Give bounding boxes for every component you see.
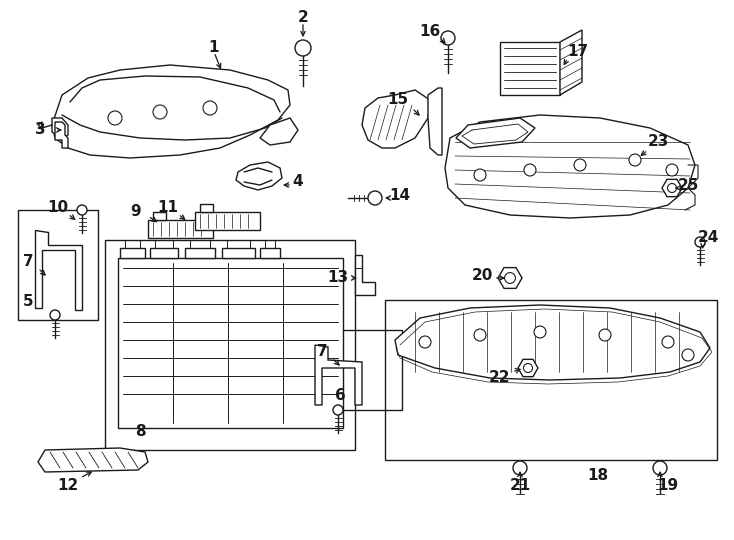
Bar (385, 300, 717, 460)
Text: 13: 13 (327, 271, 349, 286)
Circle shape (153, 105, 167, 119)
Circle shape (599, 329, 611, 341)
Circle shape (504, 273, 515, 284)
Polygon shape (500, 42, 560, 95)
Polygon shape (260, 248, 280, 258)
Text: 17: 17 (567, 44, 589, 59)
Text: 2: 2 (297, 10, 308, 25)
Polygon shape (395, 305, 710, 380)
Text: 6: 6 (335, 388, 346, 402)
Polygon shape (148, 220, 213, 238)
Polygon shape (153, 212, 166, 220)
Polygon shape (428, 88, 442, 155)
Circle shape (419, 336, 431, 348)
Polygon shape (200, 204, 213, 212)
Polygon shape (260, 118, 298, 145)
Text: 24: 24 (697, 231, 719, 246)
Polygon shape (362, 90, 430, 148)
Circle shape (50, 310, 60, 320)
Text: 8: 8 (134, 424, 145, 440)
Circle shape (203, 101, 217, 115)
Text: 11: 11 (158, 200, 178, 215)
Circle shape (368, 191, 382, 205)
Circle shape (77, 205, 87, 215)
Polygon shape (38, 448, 148, 472)
Text: 15: 15 (388, 92, 409, 107)
Circle shape (333, 405, 343, 415)
Circle shape (666, 164, 678, 176)
Polygon shape (518, 359, 538, 377)
Text: 18: 18 (587, 468, 608, 483)
Circle shape (474, 329, 486, 341)
Polygon shape (236, 162, 282, 190)
Text: 21: 21 (509, 477, 531, 492)
Polygon shape (560, 30, 582, 95)
Polygon shape (118, 258, 343, 428)
Circle shape (534, 326, 546, 338)
Circle shape (295, 40, 311, 56)
Polygon shape (355, 255, 375, 295)
Text: 9: 9 (131, 205, 142, 219)
Circle shape (629, 154, 641, 166)
Circle shape (667, 184, 677, 192)
Polygon shape (52, 65, 290, 158)
Text: 10: 10 (48, 200, 68, 215)
Polygon shape (120, 248, 145, 258)
Bar (18, 210, 98, 320)
Polygon shape (456, 118, 535, 148)
Circle shape (574, 159, 586, 171)
Polygon shape (35, 230, 82, 310)
Text: 23: 23 (647, 134, 669, 150)
Text: 19: 19 (658, 477, 678, 492)
Polygon shape (662, 179, 682, 197)
Text: 12: 12 (57, 477, 79, 492)
Polygon shape (315, 345, 362, 405)
Text: 22: 22 (490, 370, 511, 386)
Text: 7: 7 (23, 254, 33, 269)
Circle shape (662, 336, 674, 348)
Text: 4: 4 (293, 174, 303, 190)
Circle shape (513, 461, 527, 475)
Bar (105, 240, 355, 450)
Circle shape (474, 169, 486, 181)
Text: 5: 5 (23, 294, 33, 309)
Circle shape (695, 237, 705, 247)
Polygon shape (222, 248, 255, 258)
Polygon shape (55, 122, 68, 148)
Polygon shape (52, 118, 68, 138)
Polygon shape (185, 248, 215, 258)
Text: 3: 3 (34, 123, 46, 138)
Circle shape (523, 363, 532, 373)
Polygon shape (150, 248, 178, 258)
Polygon shape (498, 268, 522, 288)
Circle shape (108, 111, 122, 125)
Bar (302, 330, 402, 410)
Circle shape (524, 164, 536, 176)
Text: 1: 1 (208, 40, 219, 56)
Text: 16: 16 (419, 24, 440, 39)
Text: 14: 14 (390, 187, 410, 202)
Circle shape (441, 31, 455, 45)
Circle shape (653, 461, 667, 475)
Text: 20: 20 (471, 267, 493, 282)
Polygon shape (445, 115, 695, 218)
Polygon shape (195, 212, 260, 230)
Text: 25: 25 (677, 178, 699, 192)
Circle shape (682, 349, 694, 361)
Text: 7: 7 (316, 345, 327, 360)
